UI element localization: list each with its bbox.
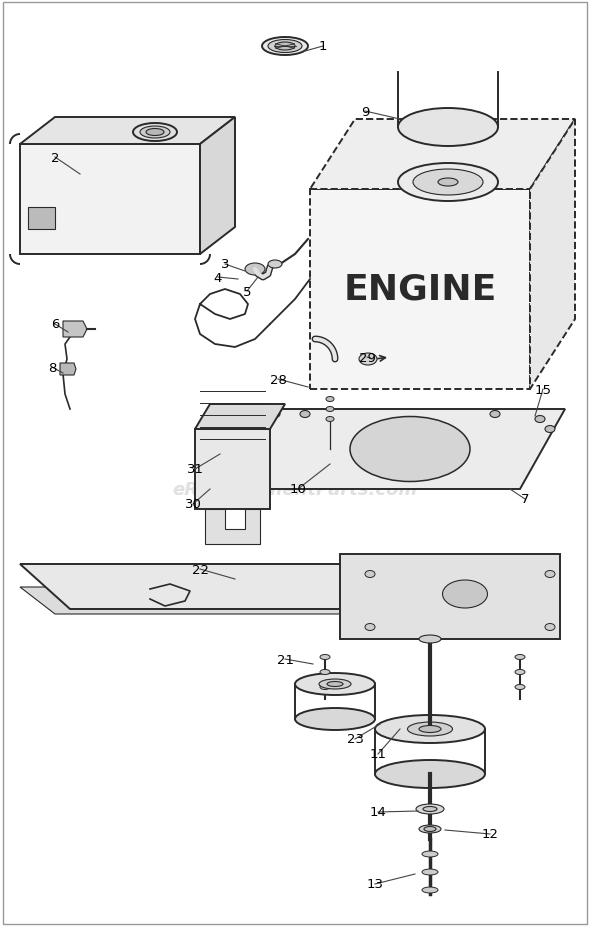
Ellipse shape [490,411,500,418]
Text: 2: 2 [51,151,59,164]
Ellipse shape [140,127,170,139]
Ellipse shape [268,41,302,54]
Ellipse shape [423,806,437,812]
Text: 5: 5 [242,286,251,298]
Polygon shape [28,208,55,230]
Ellipse shape [442,580,487,608]
Ellipse shape [350,417,470,482]
Polygon shape [63,322,87,337]
Text: 31: 31 [186,463,204,476]
Text: 29: 29 [359,351,375,364]
Ellipse shape [146,130,164,136]
Polygon shape [60,363,76,375]
Ellipse shape [295,708,375,730]
Ellipse shape [545,426,555,433]
Text: 1: 1 [319,41,327,54]
Text: 8: 8 [48,362,56,375]
Text: 22: 22 [192,563,208,576]
Text: 23: 23 [346,732,363,745]
Ellipse shape [268,260,282,269]
Ellipse shape [327,681,343,687]
Polygon shape [210,410,565,489]
Polygon shape [195,429,270,510]
Ellipse shape [416,804,444,814]
Text: 14: 14 [369,806,386,819]
Text: 21: 21 [277,653,293,666]
Text: 11: 11 [369,748,386,761]
Ellipse shape [320,685,330,690]
Polygon shape [195,404,285,429]
Ellipse shape [515,685,525,690]
Ellipse shape [438,179,458,187]
Ellipse shape [413,170,483,196]
Ellipse shape [319,679,351,690]
Ellipse shape [326,417,334,422]
Text: 12: 12 [481,828,499,841]
Ellipse shape [515,670,525,675]
Ellipse shape [375,716,485,743]
Polygon shape [20,565,560,609]
Ellipse shape [422,887,438,893]
Ellipse shape [422,851,438,857]
Ellipse shape [326,407,334,413]
Ellipse shape [295,673,375,695]
Ellipse shape [515,654,525,660]
Text: 15: 15 [535,383,552,396]
Polygon shape [340,554,560,640]
Ellipse shape [375,760,485,788]
Ellipse shape [270,411,280,418]
Ellipse shape [245,263,265,275]
Ellipse shape [320,654,330,660]
Ellipse shape [419,726,441,732]
Polygon shape [20,145,200,255]
Polygon shape [200,118,235,255]
Polygon shape [205,510,260,544]
Ellipse shape [262,38,308,56]
Ellipse shape [365,624,375,630]
Ellipse shape [320,670,330,675]
Polygon shape [310,190,530,389]
Polygon shape [20,588,455,615]
Text: 6: 6 [51,318,59,331]
Ellipse shape [398,164,498,202]
Ellipse shape [275,43,295,51]
Text: 10: 10 [290,483,306,496]
Ellipse shape [359,353,377,365]
Polygon shape [310,120,575,190]
Text: eReplacementParts.com: eReplacementParts.com [172,480,418,499]
Ellipse shape [422,870,438,875]
Text: 7: 7 [521,493,529,506]
Ellipse shape [408,722,453,736]
Ellipse shape [424,827,436,832]
Text: 30: 30 [185,498,201,511]
Text: 3: 3 [221,259,230,272]
Text: 28: 28 [270,373,286,386]
Ellipse shape [419,825,441,833]
Ellipse shape [545,571,555,578]
Text: ENGINE: ENGINE [343,273,497,307]
Polygon shape [20,118,235,145]
Text: 13: 13 [366,878,384,891]
Text: 9: 9 [361,106,369,119]
Polygon shape [530,120,575,389]
Ellipse shape [365,571,375,578]
Ellipse shape [545,624,555,630]
Ellipse shape [398,108,498,146]
Ellipse shape [326,397,334,402]
Ellipse shape [133,124,177,142]
Text: 4: 4 [214,272,222,285]
Ellipse shape [535,416,545,423]
Ellipse shape [419,635,441,643]
Ellipse shape [300,411,310,418]
